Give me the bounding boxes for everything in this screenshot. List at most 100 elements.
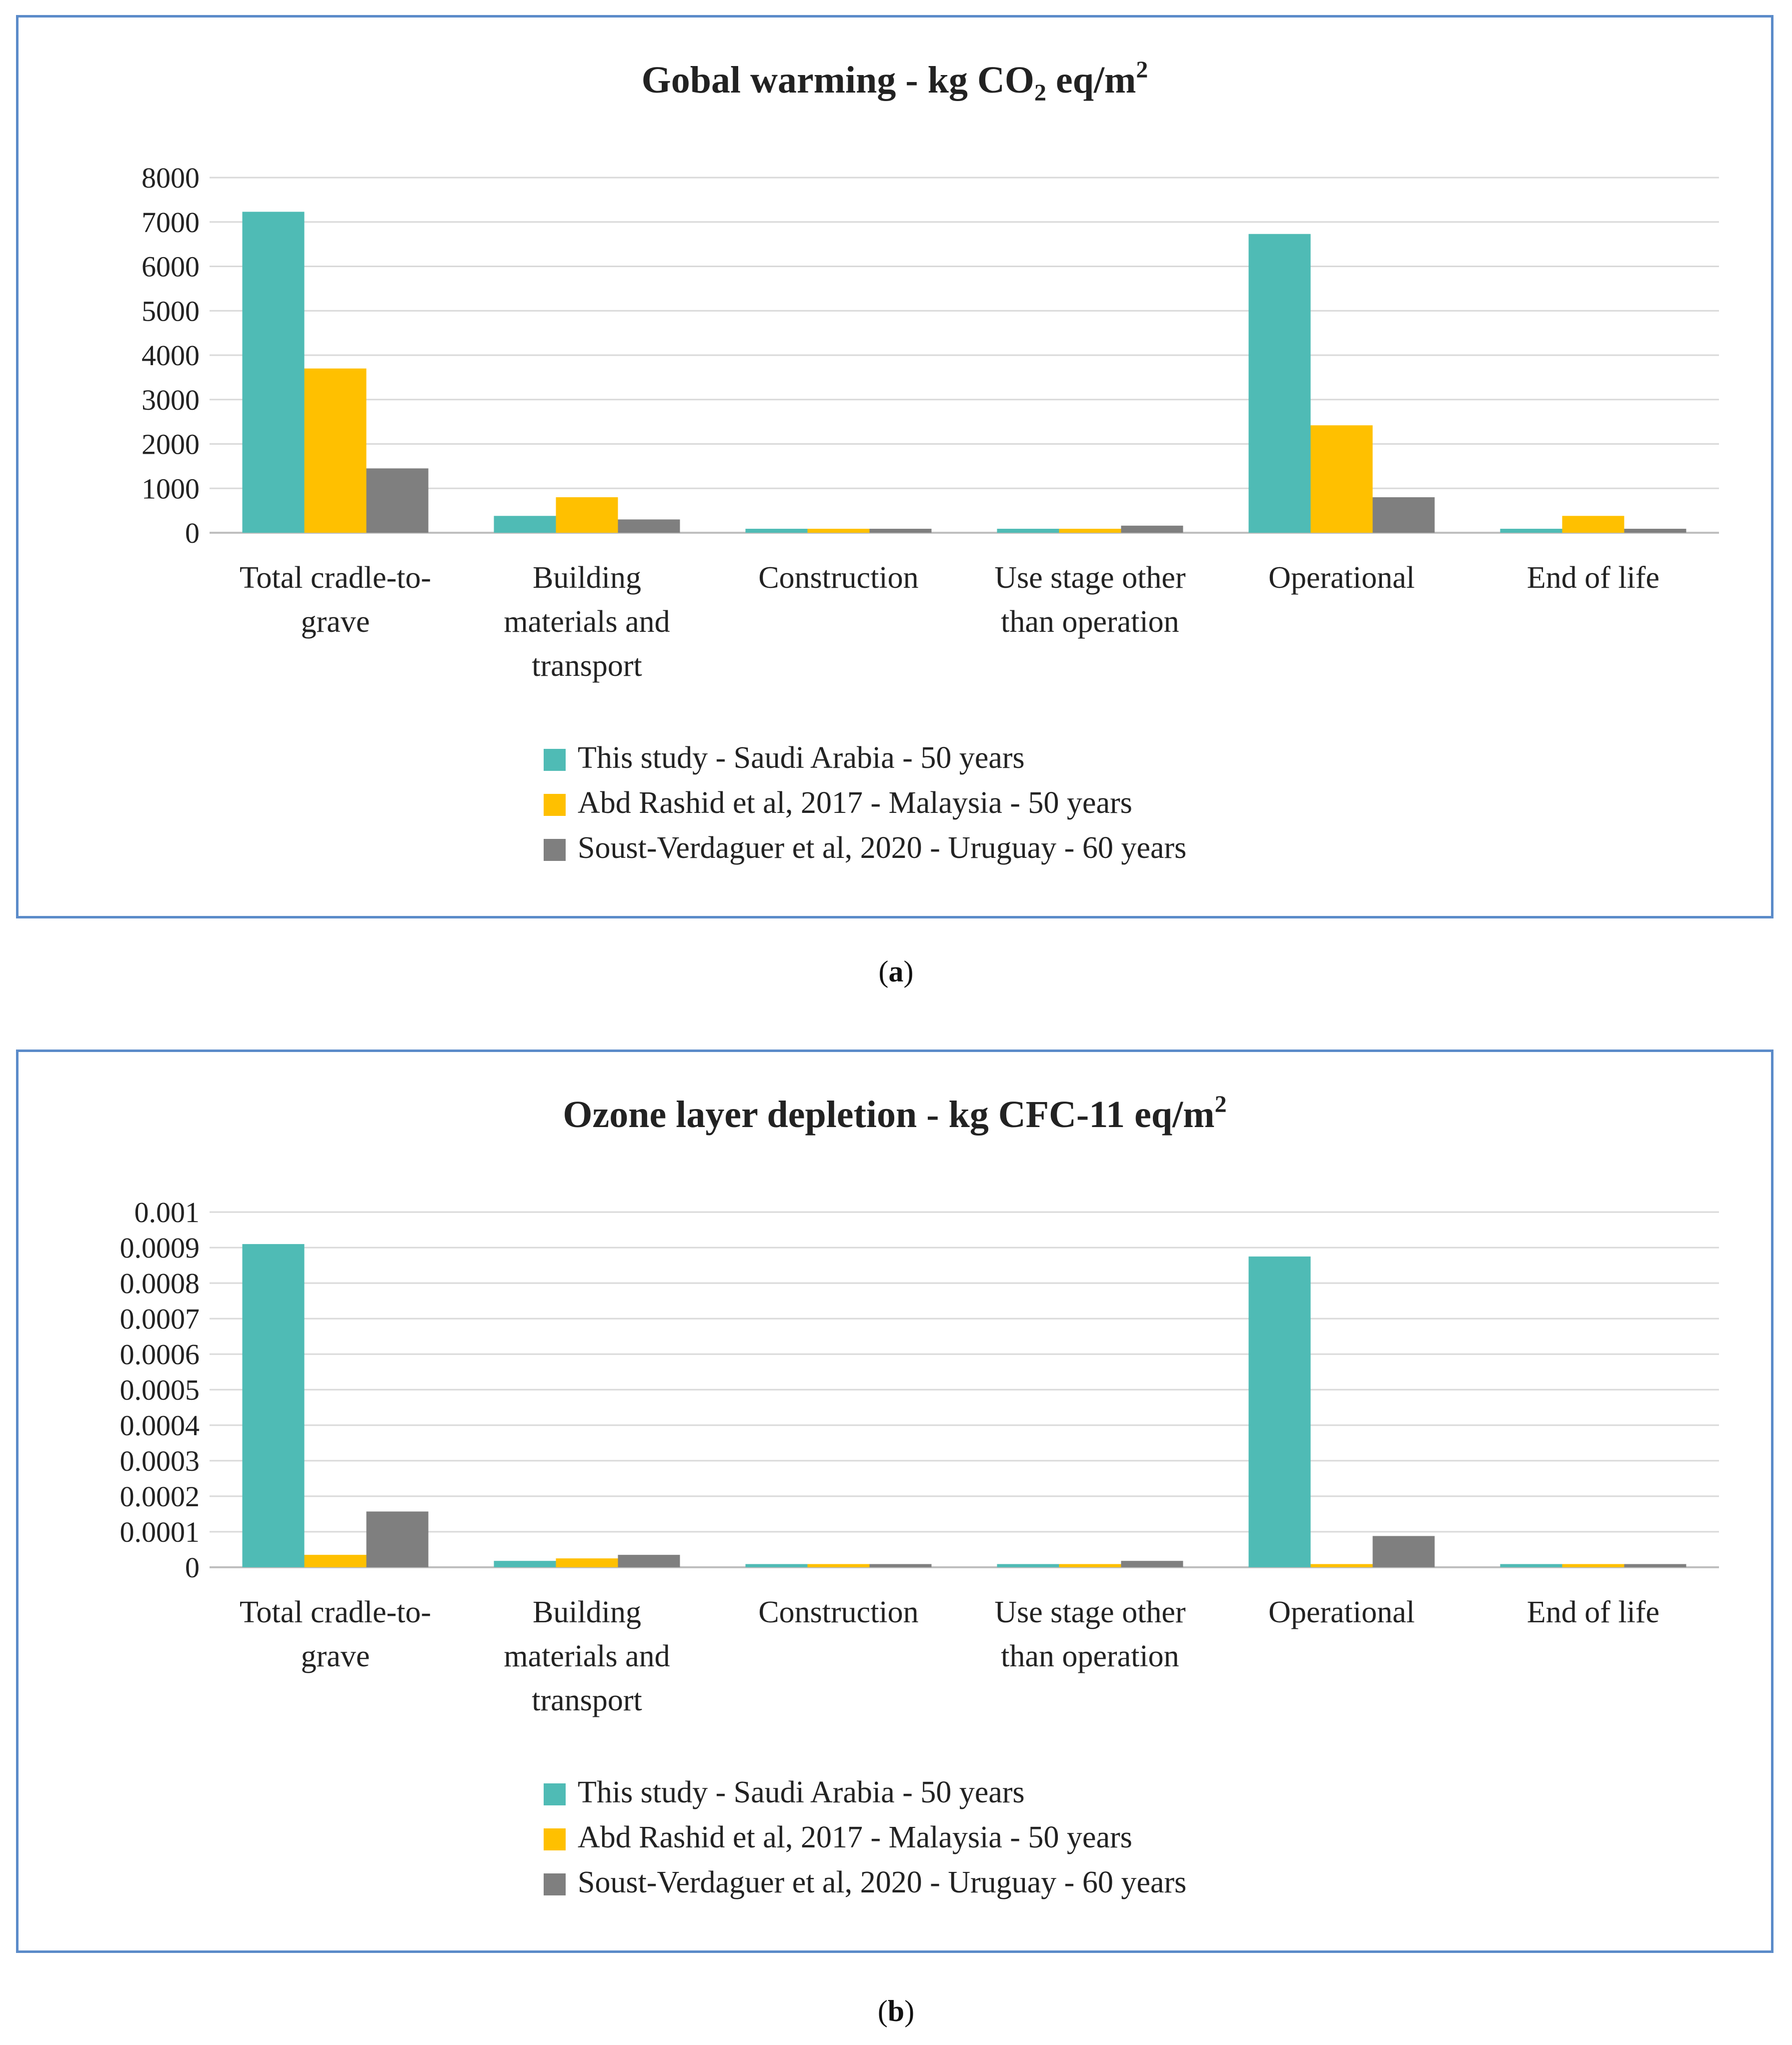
chart-b-bar — [1121, 1561, 1183, 1567]
chart-b-ytick-label: 0.0005 — [120, 1374, 200, 1406]
chart-b-ytick-label: 0.0003 — [120, 1445, 200, 1477]
chart-a-bar — [1562, 516, 1624, 533]
chart-a-category-label: transport — [532, 649, 642, 683]
chart-a-bar — [997, 529, 1059, 533]
chart-a-legend-swatch — [544, 839, 566, 861]
chart-a-title-rest: eq/m — [1046, 59, 1136, 101]
chart-a-category-label: Construction — [758, 561, 918, 595]
chart-b-legend-label: Abd Rashid et al, 2017 - Malaysia - 50 y… — [578, 1820, 1132, 1854]
caption-a-open: ( — [878, 955, 889, 988]
chart-b-bar — [1624, 1564, 1686, 1567]
chart-a-ytick-label: 2000 — [142, 428, 200, 461]
chart-b-ytick-label: 0.0009 — [120, 1232, 200, 1264]
chart-a-bar — [745, 529, 808, 533]
chart-b-category-label: End of life — [1527, 1595, 1659, 1629]
chart-b-bar — [869, 1564, 932, 1567]
chart-b-category-label: transport — [532, 1683, 642, 1717]
chart-a-ytick-label: 0 — [185, 517, 200, 549]
chart-a-title-main: Gobal warming - kg CO — [642, 59, 1034, 101]
chart-b-title: Ozone layer depletion - kg CFC-11 eq/m2 — [563, 1091, 1226, 1136]
chart-a-legend-label: Abd Rashid et al, 2017 - Malaysia - 50 y… — [578, 786, 1132, 820]
chart-a-bar — [366, 468, 429, 533]
chart-a-category-label: Building — [533, 561, 641, 595]
chart-b-legend-swatch — [544, 1873, 566, 1895]
chart-a-title-sup: 2 — [1136, 57, 1148, 83]
chart-b-category-label: Operational — [1268, 1595, 1415, 1629]
chart-b-bar — [1059, 1564, 1121, 1567]
chart-a-ytick-label: 3000 — [142, 384, 200, 416]
caption-a-letter: a — [888, 955, 904, 988]
chart-b-category-label: Construction — [758, 1595, 918, 1629]
chart-a-bar — [1310, 425, 1373, 533]
chart-a-category-label: than operation — [1001, 605, 1179, 639]
caption-a: (a) — [0, 954, 1792, 989]
chart-a-legend-label: This study - Saudi Arabia - 50 years — [578, 741, 1025, 775]
chart-a-legend-swatch — [544, 794, 566, 816]
chart-a-bar — [494, 516, 556, 533]
chart-b-ytick-label: 0.0002 — [120, 1480, 200, 1513]
chart-a-bar — [869, 529, 932, 533]
chart-b-legend-swatch — [544, 1828, 566, 1850]
caption-a-close: ) — [903, 955, 914, 988]
chart-b-category-label: than operation — [1001, 1639, 1179, 1673]
chart-b-title-main: Ozone layer depletion - kg CFC-11 eq/m — [563, 1094, 1214, 1136]
chart-b-svg: Ozone layer depletion - kg CFC-11 eq/m2 0… — [120, 1091, 1719, 1899]
chart-a-category-label: Use stage other — [994, 561, 1186, 595]
chart-b-category-label: Use stage other — [994, 1595, 1186, 1629]
chart-a-bar — [304, 368, 367, 533]
chart-a-ytick-label: 6000 — [142, 251, 200, 283]
chart-b-ytick-label: 0.0004 — [120, 1409, 200, 1442]
chart-b-bar — [1500, 1564, 1562, 1567]
chart-a-bar — [1624, 529, 1686, 533]
chart-a-bar — [807, 529, 870, 533]
chart-a-category-label: Total cradle-to- — [240, 561, 431, 595]
chart-a-category-label: Operational — [1268, 561, 1415, 595]
chart-b-legend-label: This study - Saudi Arabia - 50 years — [578, 1775, 1025, 1809]
chart-a-ytick-label: 4000 — [142, 339, 200, 372]
chart-b-bar — [494, 1561, 556, 1567]
chart-b-category-label: Building — [533, 1595, 641, 1629]
caption-b: (b) — [0, 1994, 1792, 2028]
chart-a-category-label: End of life — [1527, 561, 1659, 595]
chart-panel-b: Ozone layer depletion - kg CFC-11 eq/m2 0… — [16, 1050, 1773, 1953]
chart-panel-a: Gobal warming - kg CO2 eq/m2 0 1000 2000 300… — [16, 15, 1773, 918]
chart-a-bar — [618, 519, 680, 533]
chart-b-bar — [366, 1511, 429, 1567]
chart-b-bar — [997, 1564, 1059, 1567]
chart-a-bar — [1248, 234, 1311, 533]
chart-a-bar — [1121, 525, 1183, 533]
chart-b-ytick-label: 0.0007 — [120, 1303, 200, 1335]
chart-a-ytick-label: 7000 — [142, 206, 200, 239]
chart-a-title-sub: 2 — [1034, 80, 1046, 106]
chart-b-bar — [618, 1555, 680, 1567]
chart-a-bar — [556, 497, 618, 533]
chart-b-bar — [807, 1564, 870, 1567]
caption-b-close: ) — [904, 1994, 915, 2027]
chart-b-category-label: materials and — [504, 1639, 670, 1673]
caption-b-letter: b — [887, 1994, 905, 2027]
chart-b-bar — [745, 1564, 808, 1567]
chart-b-ytick-label: 0 — [185, 1551, 200, 1584]
chart-b-ytick-label: 0.0001 — [120, 1516, 200, 1548]
chart-b-bar — [242, 1244, 305, 1567]
chart-b-bar — [1562, 1564, 1624, 1567]
chart-a-category-label: materials and — [504, 605, 670, 639]
chart-a-ytick-label: 1000 — [142, 472, 200, 505]
chart-a-ytick-label: 5000 — [142, 295, 200, 327]
chart-b-ytick-label: 0.0006 — [120, 1338, 200, 1371]
chart-a-bar — [242, 212, 305, 533]
chart-b-ytick-label: 0.0008 — [120, 1267, 200, 1300]
chart-b-bar — [1372, 1536, 1435, 1567]
chart-a-bar — [1059, 529, 1121, 533]
chart-b-bar — [304, 1555, 367, 1567]
chart-a-bar — [1372, 497, 1435, 533]
chart-a-svg: Gobal warming - kg CO2 eq/m2010002000300… — [142, 57, 1719, 865]
chart-b-category-label: grave — [301, 1639, 370, 1673]
chart-b-bar — [1248, 1256, 1311, 1567]
chart-b-bar — [556, 1558, 618, 1567]
chart-a-bar — [1500, 529, 1562, 533]
chart-a-legend-label: Soust-Verdaguer et al, 2020 - Uruguay - … — [578, 831, 1186, 865]
chart-a-title: Gobal warming - kg CO2 eq/m2 — [642, 57, 1148, 106]
chart-a-category-label: grave — [301, 605, 370, 639]
chart-b-legend-label: Soust-Verdaguer et al, 2020 - Uruguay - … — [578, 1865, 1186, 1899]
